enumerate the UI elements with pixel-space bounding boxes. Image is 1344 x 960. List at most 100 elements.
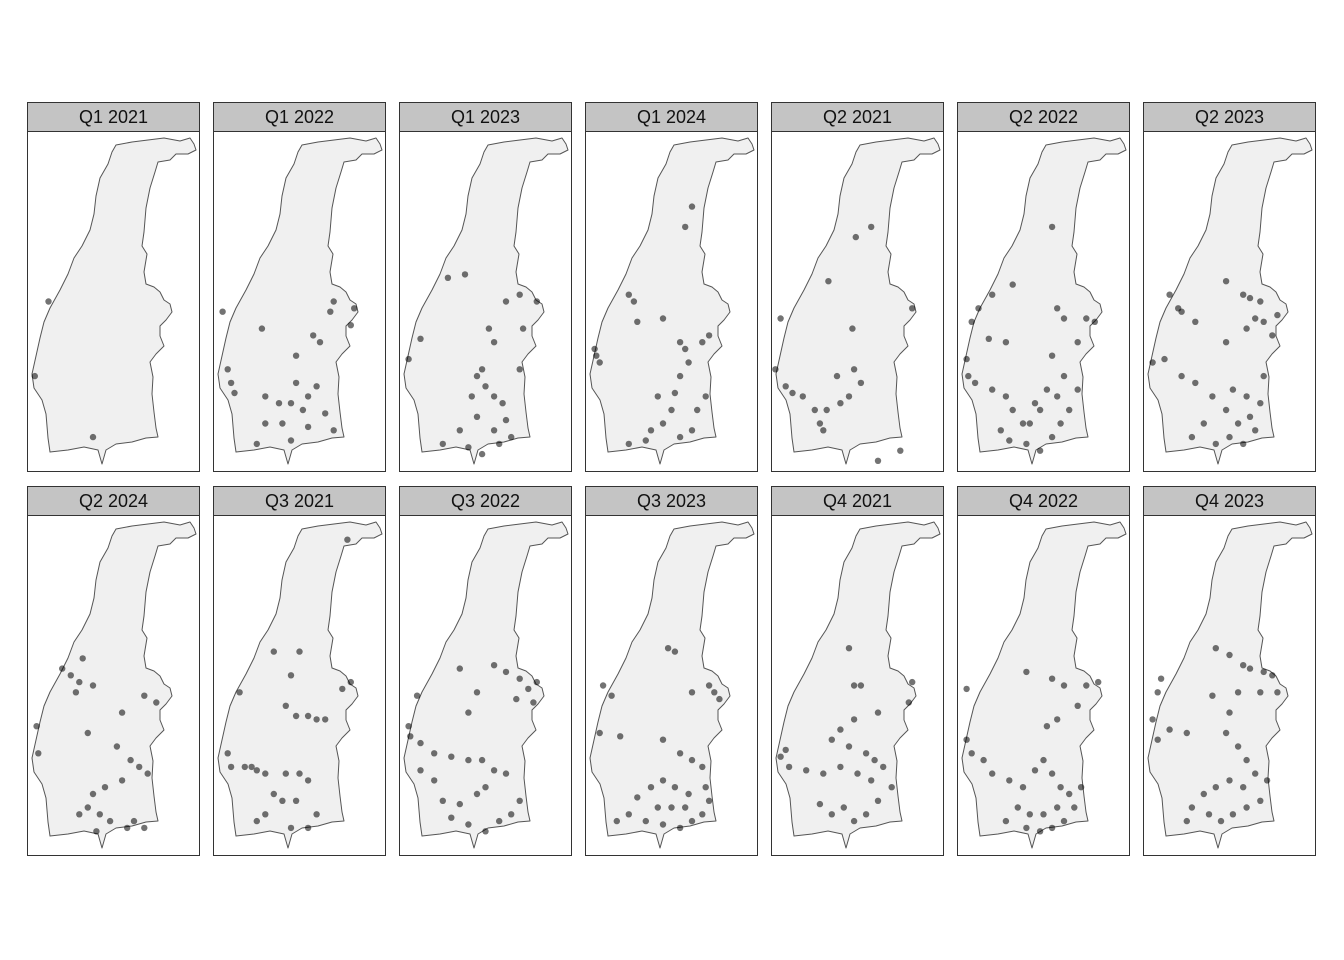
event-point — [456, 665, 463, 672]
event-point — [799, 393, 806, 400]
event-point — [1077, 784, 1085, 791]
event-point — [59, 665, 66, 672]
event-point — [231, 389, 238, 397]
facet-strip: Q3 2022 — [399, 486, 572, 516]
event-point — [705, 797, 713, 804]
event-point — [530, 699, 537, 706]
facet-strip: Q4 2022 — [957, 486, 1130, 516]
facet-plot-area — [1143, 131, 1316, 472]
event-point — [327, 308, 334, 315]
event-point — [1074, 702, 1081, 709]
event-point — [845, 393, 853, 400]
event-point — [473, 372, 481, 380]
event-point — [141, 824, 148, 832]
facet-plot-area — [585, 515, 758, 856]
event-point — [1188, 433, 1196, 441]
facet-plot-area — [1143, 515, 1316, 856]
event-point — [897, 447, 904, 454]
map-svg — [589, 137, 755, 465]
event-point — [465, 444, 472, 451]
event-point — [777, 753, 784, 760]
event-point — [975, 305, 982, 312]
event-point — [1246, 665, 1254, 672]
event-point — [772, 366, 779, 373]
event-point — [888, 784, 895, 791]
event-point — [417, 767, 424, 774]
event-point — [685, 790, 692, 798]
event-point — [845, 743, 853, 750]
event-point — [490, 427, 498, 434]
event-point — [837, 726, 844, 733]
event-point — [1057, 420, 1064, 427]
event-point — [989, 770, 996, 777]
event-point — [101, 784, 109, 791]
event-point — [596, 359, 603, 366]
facet-label: Q2 2022 — [1008, 107, 1079, 127]
event-point — [909, 678, 916, 686]
event-point — [262, 770, 269, 777]
event-point — [513, 695, 520, 703]
event-point — [591, 345, 598, 353]
region-outline — [403, 521, 569, 849]
event-point — [33, 723, 40, 730]
event-point — [1205, 811, 1213, 818]
event-point — [599, 682, 607, 689]
event-point — [862, 811, 870, 818]
event-point — [1002, 393, 1010, 400]
event-point — [699, 339, 706, 346]
event-point — [642, 817, 649, 825]
event-point — [1014, 804, 1021, 811]
event-point — [339, 685, 346, 693]
event-point — [874, 709, 882, 716]
event-point — [816, 800, 824, 808]
event-point — [1212, 440, 1219, 448]
event-point — [72, 689, 80, 696]
facet-plot-area — [585, 131, 758, 472]
event-point — [825, 278, 832, 285]
event-point — [1269, 672, 1276, 679]
event-point — [1048, 824, 1056, 832]
map-svg — [1147, 137, 1313, 465]
event-point — [322, 716, 329, 723]
event-point — [1043, 723, 1051, 730]
event-point — [608, 692, 615, 699]
event-point — [279, 420, 286, 427]
facet-strip: Q2 2022 — [957, 102, 1130, 132]
event-point — [473, 413, 481, 420]
event-point — [344, 536, 351, 543]
event-point — [874, 457, 882, 464]
event-point — [1226, 709, 1233, 716]
facet-strip: Q2 2021 — [771, 102, 944, 132]
event-point — [1166, 291, 1173, 298]
event-point — [525, 685, 532, 693]
event-point — [676, 750, 684, 757]
event-point — [1243, 756, 1250, 764]
event-point — [253, 767, 260, 774]
event-point — [625, 291, 632, 298]
event-point — [1054, 305, 1061, 312]
event-point — [705, 332, 713, 339]
event-point — [1252, 427, 1259, 434]
event-point — [1257, 689, 1264, 696]
event-point — [1269, 332, 1276, 339]
event-point — [236, 689, 243, 696]
event-point — [304, 423, 312, 431]
event-point — [448, 753, 455, 760]
event-point — [1217, 817, 1225, 825]
region-outline — [217, 521, 383, 849]
event-point — [465, 756, 472, 764]
event-point — [262, 811, 269, 818]
event-point — [1188, 804, 1196, 811]
event-point — [625, 440, 632, 448]
map-svg — [31, 137, 197, 465]
event-point — [490, 393, 498, 400]
event-point — [1023, 824, 1030, 832]
event-point — [482, 383, 489, 390]
event-point — [1157, 675, 1165, 682]
event-point — [1263, 777, 1271, 784]
event-point — [1149, 716, 1156, 723]
facet-panel: Q2 2022 — [957, 102, 1130, 472]
event-point — [1257, 298, 1264, 305]
map-svg — [961, 137, 1127, 465]
event-point — [1074, 339, 1081, 346]
